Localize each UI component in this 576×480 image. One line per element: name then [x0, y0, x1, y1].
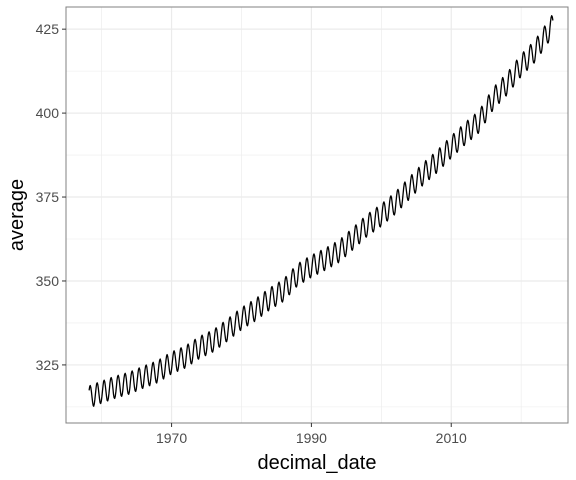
x-axis-title: decimal_date — [258, 452, 377, 474]
x-tick-label: 1990 — [296, 430, 327, 446]
y-tick-label: 425 — [36, 21, 60, 37]
y-tick-label: 400 — [36, 105, 60, 121]
series-line-average — [88, 15, 554, 407]
y-axis-title: average — [6, 179, 28, 251]
y-tick-label: 375 — [36, 189, 60, 205]
grid-lines — [66, 7, 568, 423]
x-tick-label: 1970 — [156, 430, 187, 446]
axis-ticks: 1970 1990 2010 325 350 375 400 425 — [36, 21, 467, 446]
y-tick-label: 325 — [36, 357, 60, 373]
x-tick-label: 2010 — [436, 430, 467, 446]
y-tick-label: 350 — [36, 273, 60, 289]
panel-border — [65, 6, 569, 424]
